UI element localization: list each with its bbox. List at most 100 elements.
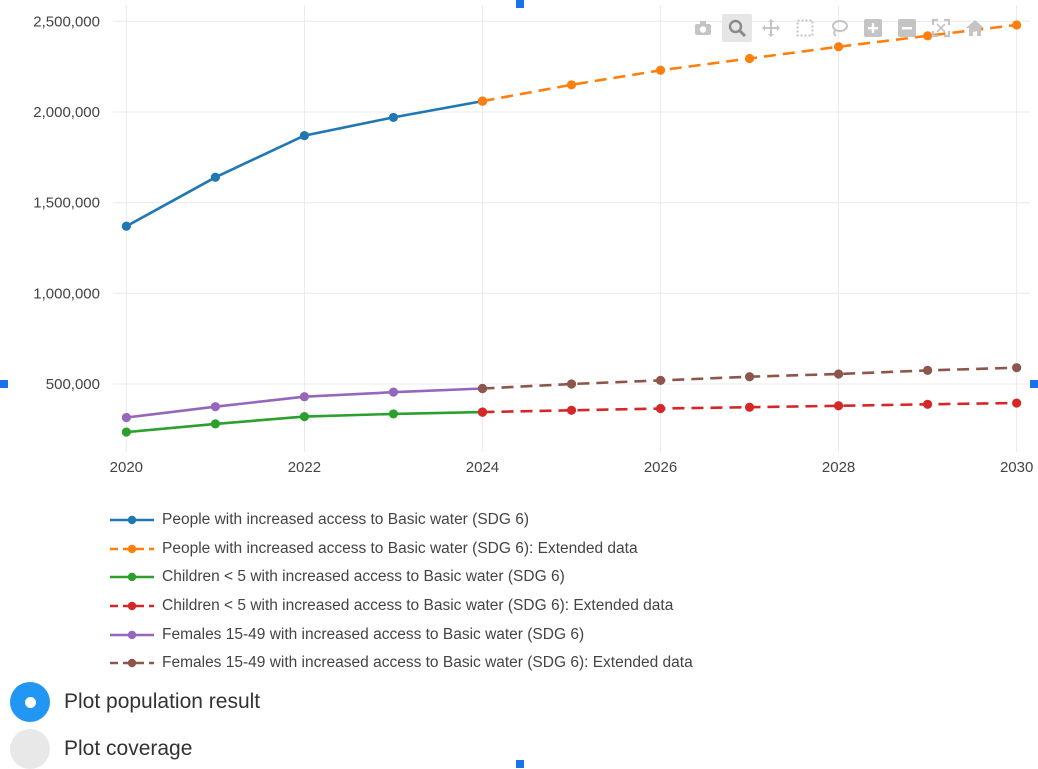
zoom-button[interactable] xyxy=(722,14,752,42)
data-point xyxy=(210,172,220,182)
data-point xyxy=(833,42,844,52)
data-point xyxy=(655,375,666,385)
x-tick-label: 2028 xyxy=(822,459,855,476)
legend-item[interactable]: Children < 5 with increased access to Ba… xyxy=(108,563,693,592)
data-point xyxy=(299,412,310,422)
lasso-button[interactable] xyxy=(824,14,854,42)
legend: People with increased access to Basic wa… xyxy=(108,506,693,678)
data-point xyxy=(566,405,577,415)
data-point xyxy=(744,53,755,64)
x-tick-label: 2024 xyxy=(466,459,499,476)
data-point xyxy=(477,383,488,394)
legend-label: Children < 5 with increased access to Ba… xyxy=(162,568,565,586)
x-tick-label: 2030 xyxy=(1000,459,1033,476)
data-point xyxy=(388,112,399,123)
data-point xyxy=(477,96,488,106)
data-point xyxy=(299,392,310,402)
reset-axes-icon xyxy=(966,20,984,36)
data-point xyxy=(744,402,755,412)
resize-handle-right[interactable] xyxy=(1030,380,1038,388)
data-point xyxy=(1012,363,1022,373)
camera-button[interactable] xyxy=(688,14,718,42)
data-point xyxy=(477,407,488,417)
legend-swatch xyxy=(110,516,154,525)
legend-label: People with increased access to Basic wa… xyxy=(162,539,638,557)
legend-swatch xyxy=(110,573,154,582)
data-point xyxy=(1012,398,1022,408)
data-point xyxy=(923,365,933,375)
autoscale-button[interactable] xyxy=(926,14,956,42)
legend-item[interactable]: Children < 5 with increased access to Ba… xyxy=(108,592,693,621)
data-point xyxy=(655,403,666,414)
legend-marker xyxy=(127,659,137,668)
legend-swatch xyxy=(110,544,154,554)
data-point xyxy=(923,399,933,409)
plot-population-radio[interactable] xyxy=(10,682,50,722)
data-point xyxy=(121,221,131,231)
data-point xyxy=(210,419,220,429)
radio-dot xyxy=(24,696,36,708)
legend-item[interactable]: Females 15-49 with increased access to B… xyxy=(108,649,693,678)
box-select-icon xyxy=(796,19,814,37)
data-point xyxy=(1012,20,1022,30)
legend-item[interactable]: People with increased access to Basic wa… xyxy=(108,535,693,564)
pan-icon xyxy=(762,19,780,37)
legend-label: Females 15-49 with increased access to B… xyxy=(162,654,693,672)
data-point xyxy=(833,369,844,379)
zoom-out-icon xyxy=(898,19,916,37)
plot-population-option[interactable]: Plot population result xyxy=(10,682,260,722)
legend-swatch xyxy=(110,659,154,668)
resize-handle-top[interactable] xyxy=(516,0,524,8)
data-point xyxy=(121,412,131,423)
y-tick-label: 2,500,000 xyxy=(33,13,100,30)
y-tick-label: 500,000 xyxy=(46,376,100,393)
legend-item[interactable]: Females 15-49 with increased access to B… xyxy=(108,620,693,649)
zoom-in-button[interactable] xyxy=(858,14,888,42)
legend-marker xyxy=(127,573,137,582)
data-point xyxy=(923,31,933,41)
modebar xyxy=(688,14,990,42)
x-tick-label: 2022 xyxy=(288,459,321,476)
data-point xyxy=(833,401,844,411)
legend-item[interactable]: People with increased access to Basic wa… xyxy=(108,506,693,535)
x-tick-label: 2026 xyxy=(644,459,677,476)
zoom-in-icon xyxy=(864,19,882,37)
data-point xyxy=(388,409,399,419)
lasso-icon xyxy=(832,20,848,37)
camera-icon xyxy=(695,21,711,35)
x-tick-label: 2020 xyxy=(110,459,143,476)
plot-coverage-option[interactable]: Plot coverage xyxy=(10,729,192,769)
resize-handle-bottom[interactable] xyxy=(516,760,524,768)
legend-swatch xyxy=(110,630,154,639)
resize-handle-left[interactable] xyxy=(0,380,8,388)
data-point xyxy=(210,402,220,412)
plot-coverage-label: Plot coverage xyxy=(64,737,193,760)
legend-marker xyxy=(127,516,137,525)
data-point xyxy=(299,130,310,141)
legend-label: People with increased access to Basic wa… xyxy=(162,511,529,529)
legend-marker xyxy=(127,544,137,554)
data-point xyxy=(121,427,131,437)
box-select-button[interactable] xyxy=(790,14,820,42)
legend-marker xyxy=(127,601,137,611)
plot-population-label: Plot population result xyxy=(64,690,261,713)
autoscale-icon xyxy=(931,18,951,38)
chart-svg[interactable]: 2020 2022 2024 2026 2028 2030 500,000 1,000,000… xyxy=(0,0,1038,500)
legend-marker xyxy=(127,630,137,639)
zoom-out-button[interactable] xyxy=(892,14,922,42)
data-point xyxy=(566,80,577,90)
zoom-icon xyxy=(728,19,747,38)
y-tick-label: 1,500,000 xyxy=(33,195,100,212)
data-point xyxy=(744,372,755,382)
plot-coverage-radio[interactable] xyxy=(10,729,50,769)
data-point xyxy=(655,65,666,75)
legend-swatch xyxy=(110,601,154,611)
data-point xyxy=(566,379,577,389)
reset-axes-button[interactable] xyxy=(960,14,990,42)
data-point xyxy=(388,387,399,397)
chart-area[interactable]: 2020 2022 2024 2026 2028 2030 500,000 1,000,000… xyxy=(0,0,1038,500)
legend-label: Children < 5 with increased access to Ba… xyxy=(162,597,674,615)
pan-button[interactable] xyxy=(756,14,786,42)
y-tick-label: 2,000,000 xyxy=(33,104,100,121)
legend-label: Females 15-49 with increased access to B… xyxy=(162,625,585,643)
